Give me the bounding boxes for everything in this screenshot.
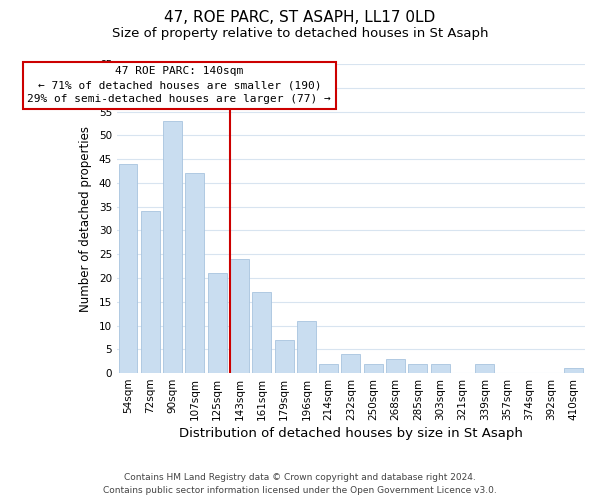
Bar — [275, 340, 293, 373]
Text: 47 ROE PARC: 140sqm
← 71% of detached houses are smaller (190)
29% of semi-detac: 47 ROE PARC: 140sqm ← 71% of detached ho… — [28, 66, 331, 104]
Bar — [185, 174, 205, 373]
Bar — [409, 364, 427, 373]
Bar — [297, 321, 316, 373]
Bar — [119, 164, 137, 373]
Bar — [341, 354, 361, 373]
Bar — [475, 364, 494, 373]
Bar — [252, 292, 271, 373]
Y-axis label: Number of detached properties: Number of detached properties — [79, 126, 92, 312]
Text: 47, ROE PARC, ST ASAPH, LL17 0LD: 47, ROE PARC, ST ASAPH, LL17 0LD — [164, 10, 436, 25]
Bar — [386, 359, 405, 373]
Text: Size of property relative to detached houses in St Asaph: Size of property relative to detached ho… — [112, 28, 488, 40]
Text: Contains HM Land Registry data © Crown copyright and database right 2024.
Contai: Contains HM Land Registry data © Crown c… — [103, 474, 497, 495]
Bar — [565, 368, 583, 373]
X-axis label: Distribution of detached houses by size in St Asaph: Distribution of detached houses by size … — [179, 427, 523, 440]
Bar — [163, 121, 182, 373]
Bar — [431, 364, 449, 373]
Bar — [141, 212, 160, 373]
Bar — [364, 364, 383, 373]
Bar — [319, 364, 338, 373]
Bar — [208, 273, 227, 373]
Bar — [230, 259, 249, 373]
